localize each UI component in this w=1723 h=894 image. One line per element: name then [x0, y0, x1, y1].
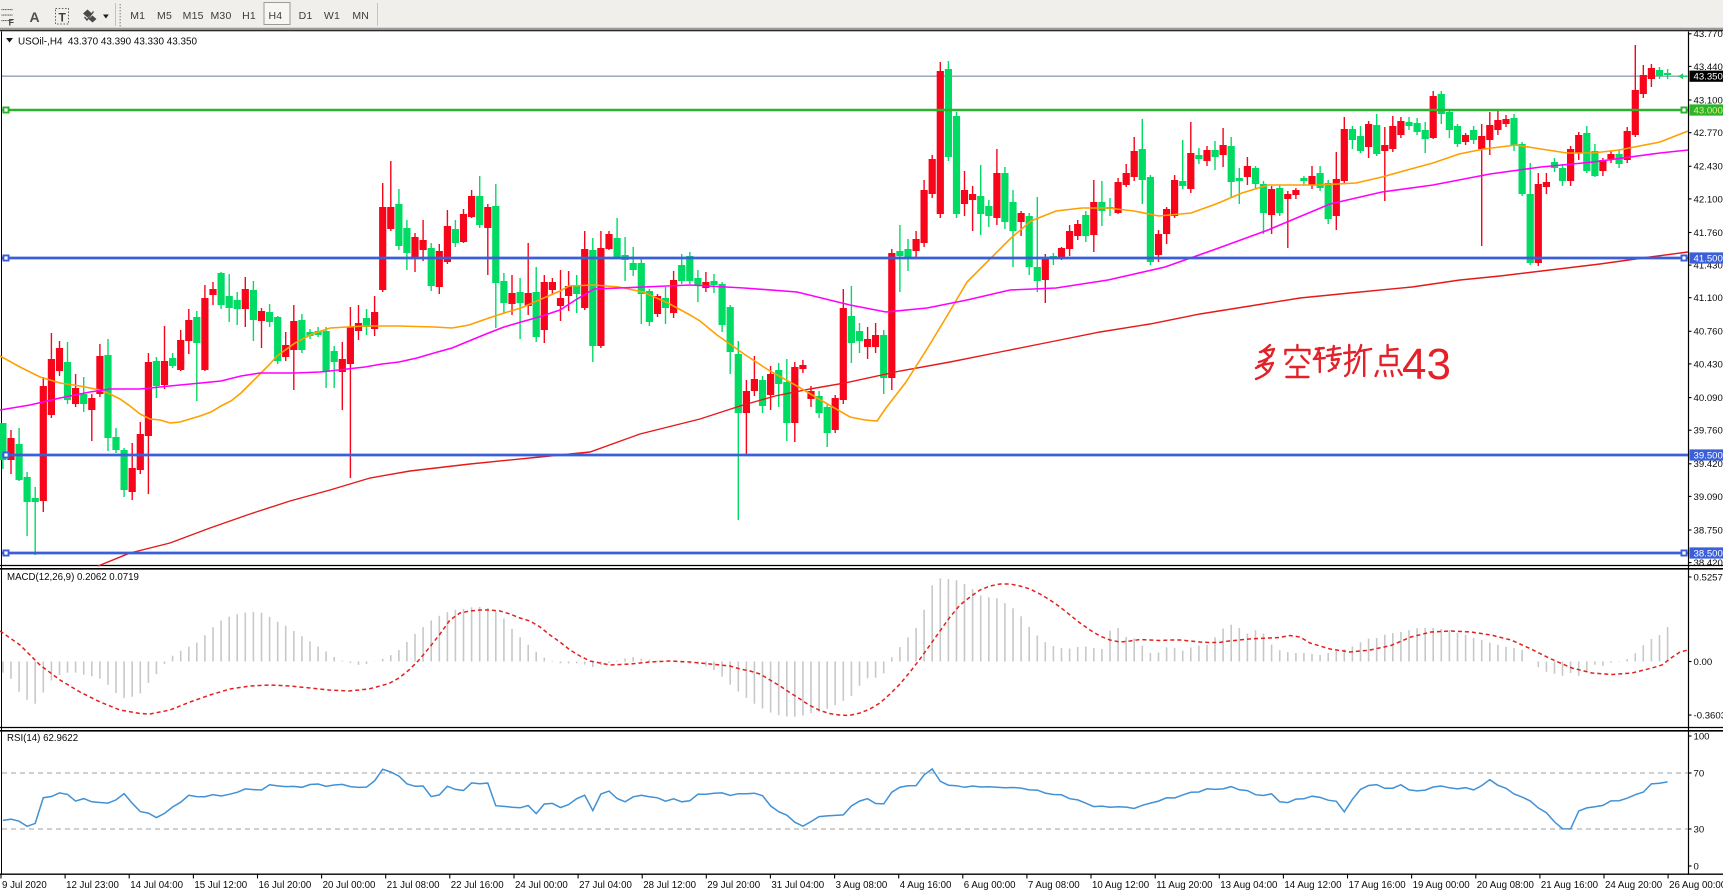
svg-text:20 Aug 08:00: 20 Aug 08:00 [1477, 880, 1535, 891]
svg-text:11 Aug 20:00: 11 Aug 20:00 [1156, 880, 1213, 891]
svg-text:42.770: 42.770 [1694, 128, 1723, 139]
svg-text:10 Aug 12:00: 10 Aug 12:00 [1092, 880, 1150, 891]
svg-text:38.500: 38.500 [1694, 548, 1723, 559]
svg-text:42.430: 42.430 [1694, 162, 1723, 173]
svg-text:3 Aug 08:00: 3 Aug 08:00 [836, 880, 888, 891]
svg-text:16 Jul 20:00: 16 Jul 20:00 [259, 880, 312, 891]
svg-text:41.430: 41.430 [1694, 261, 1723, 272]
svg-text:RSI(14) 62.9622: RSI(14) 62.9622 [7, 733, 78, 744]
svg-text:40.090: 40.090 [1694, 393, 1723, 404]
svg-text:40.760: 40.760 [1694, 327, 1723, 338]
svg-text:USOil-,H4 43.370 43.390 43.33: USOil-,H4 43.370 43.390 43.330 43.350 [18, 37, 197, 48]
svg-text:6 Aug 00:00: 6 Aug 00:00 [964, 880, 1016, 891]
svg-text:H4: H4 [268, 10, 282, 22]
svg-text:MACD(12,26,9) 0.2062 0.0719: MACD(12,26,9) 0.2062 0.0719 [7, 572, 139, 583]
svg-text:H1: H1 [242, 10, 256, 22]
svg-text:M5: M5 [157, 10, 172, 22]
svg-text:41.760: 41.760 [1694, 228, 1723, 239]
svg-text:39.090: 39.090 [1694, 492, 1723, 503]
svg-text:MN: MN [352, 10, 369, 22]
svg-text:27 Jul 04:00: 27 Jul 04:00 [579, 880, 632, 891]
svg-text:0.00: 0.00 [1694, 657, 1713, 668]
svg-text:29 Jul 20:00: 29 Jul 20:00 [707, 880, 760, 891]
svg-text:30: 30 [1694, 824, 1705, 835]
svg-text:17 Aug 16:00: 17 Aug 16:00 [1349, 880, 1407, 891]
svg-text:42.100: 42.100 [1694, 194, 1723, 205]
svg-text:M15: M15 [183, 10, 204, 22]
svg-text:41.100: 41.100 [1694, 293, 1723, 304]
svg-text:21 Aug 16:00: 21 Aug 16:00 [1541, 880, 1599, 891]
svg-text:70: 70 [1694, 768, 1705, 779]
svg-text:-0.3603: -0.3603 [1694, 710, 1723, 721]
svg-text:26 Aug 00:00: 26 Aug 00:00 [1669, 880, 1723, 891]
svg-text:100: 100 [1694, 731, 1710, 742]
svg-text:W1: W1 [324, 10, 340, 22]
svg-text:38.750: 38.750 [1694, 525, 1723, 536]
svg-text:24 Aug 20:00: 24 Aug 20:00 [1605, 880, 1663, 891]
svg-text:9 Jul 2020: 9 Jul 2020 [2, 880, 47, 891]
svg-text:21 Jul 08:00: 21 Jul 08:00 [387, 880, 440, 891]
svg-text:19 Aug 00:00: 19 Aug 00:00 [1413, 880, 1471, 891]
svg-text:15 Jul 12:00: 15 Jul 12:00 [194, 880, 247, 891]
svg-text:31 Jul 04:00: 31 Jul 04:00 [771, 880, 824, 891]
svg-text:43.770: 43.770 [1694, 29, 1723, 40]
svg-text:28 Jul 12:00: 28 Jul 12:00 [643, 880, 696, 891]
svg-text:43.350: 43.350 [1694, 72, 1723, 83]
svg-text:39.760: 39.760 [1694, 426, 1723, 437]
svg-text:41.500: 41.500 [1694, 253, 1723, 264]
svg-text:4 Aug 16:00: 4 Aug 16:00 [900, 880, 952, 891]
svg-text:13 Aug 04:00: 13 Aug 04:00 [1220, 880, 1278, 891]
svg-text:T: T [59, 11, 67, 25]
svg-text:40.430: 40.430 [1694, 359, 1723, 370]
svg-text:M30: M30 [210, 10, 231, 22]
svg-text:43.000: 43.000 [1694, 105, 1723, 116]
svg-text:14 Jul 04:00: 14 Jul 04:00 [130, 880, 183, 891]
svg-text:43.100: 43.100 [1694, 95, 1723, 106]
svg-text:38.420: 38.420 [1694, 558, 1723, 569]
svg-text:0: 0 [1694, 861, 1699, 872]
svg-text:39.500: 39.500 [1694, 450, 1723, 461]
svg-text:43.440: 43.440 [1694, 62, 1723, 73]
svg-text:39.420: 39.420 [1694, 459, 1723, 470]
svg-text:43: 43 [1402, 340, 1451, 389]
svg-text:A: A [30, 9, 40, 25]
svg-text:0.5257: 0.5257 [1694, 572, 1723, 583]
svg-text:D1: D1 [299, 10, 313, 22]
svg-text:14 Aug 12:00: 14 Aug 12:00 [1284, 880, 1342, 891]
svg-text:12 Jul 23:00: 12 Jul 23:00 [66, 880, 119, 891]
svg-text:F: F [9, 18, 15, 28]
svg-text:M1: M1 [130, 10, 145, 22]
svg-text:20 Jul 00:00: 20 Jul 00:00 [323, 880, 376, 891]
svg-text:24 Jul 00:00: 24 Jul 00:00 [515, 880, 568, 891]
svg-text:22 Jul 16:00: 22 Jul 16:00 [451, 880, 504, 891]
svg-text:7 Aug 08:00: 7 Aug 08:00 [1028, 880, 1080, 891]
